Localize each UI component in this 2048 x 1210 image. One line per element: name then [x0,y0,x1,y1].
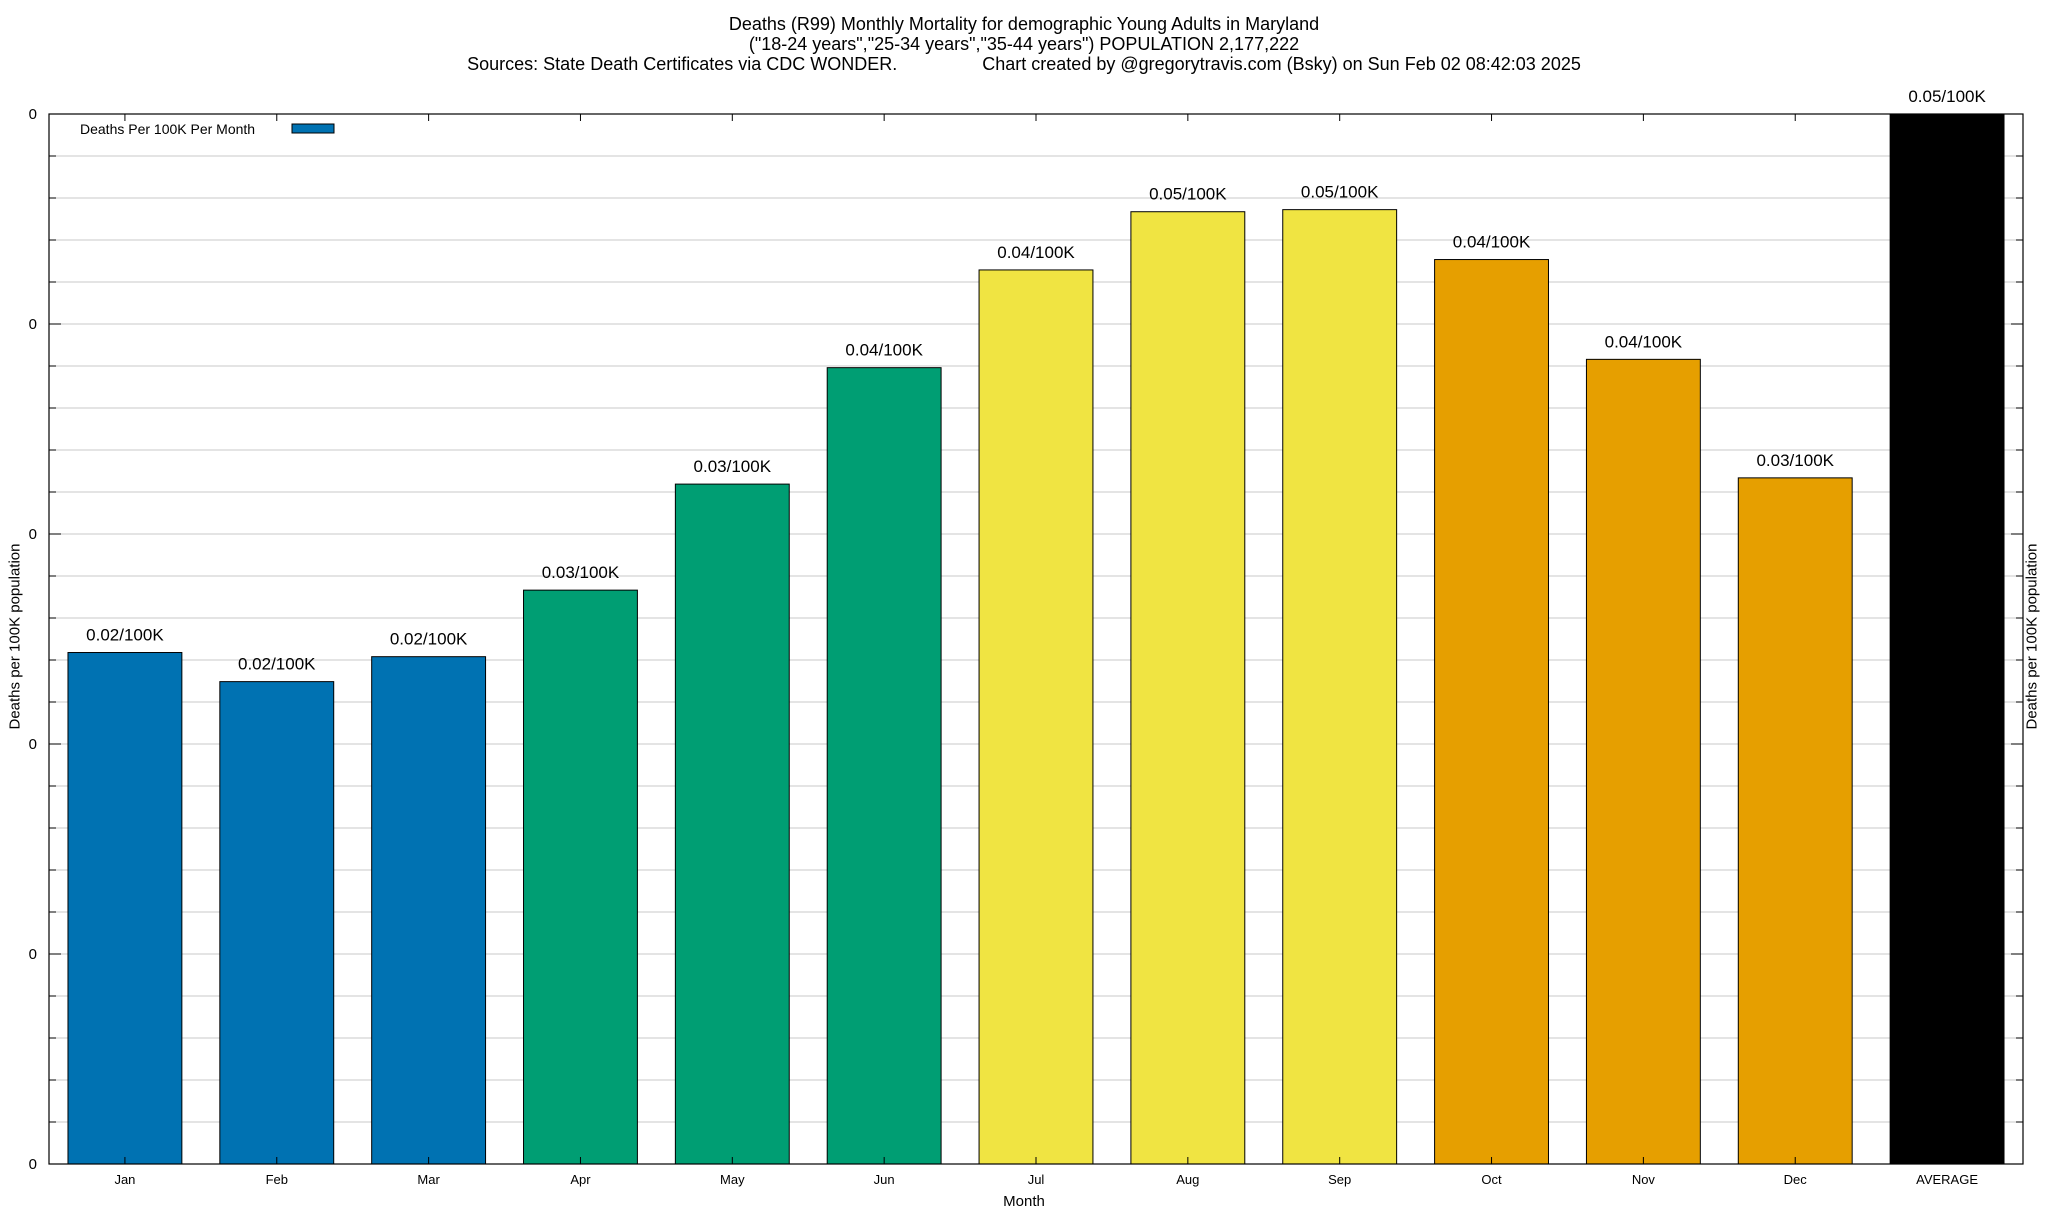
plot-frame [48,113,2024,1165]
bar-aug [1130,211,1246,1165]
bar-value-label: 0.05/100K [1301,183,1379,202]
x-tick-label: Sep [1328,1172,1351,1187]
y-tick-label: 0 [29,736,37,753]
chart-title: Deaths (R99) Monthly Mortality for demog… [728,14,1320,34]
bar-sep [1282,209,1398,1165]
chart-source-line: Sources: State Death Certificates via CD… [467,54,1581,74]
bar-value-label: 0.04/100K [997,243,1075,262]
x-tick-label: AVERAGE [1916,1172,1978,1187]
x-tick-label: Oct [1481,1172,1502,1187]
legend-label: Deaths Per 100K Per Month [80,121,255,137]
y-tick-label: 0 [29,106,37,123]
bar-value-label: 0.02/100K [390,630,468,649]
legend-swatch [291,123,335,134]
bar-jun [826,367,942,1165]
bar-value-label: 0.04/100K [845,341,923,360]
x-tick-label: Jun [874,1172,895,1187]
bar-mar [371,656,487,1165]
bar-value-label: 0.05/100K [1149,185,1227,204]
bar-jul [978,269,1094,1165]
y-tick-label: 0 [29,946,37,963]
x-tick-label: Mar [417,1172,440,1187]
x-tick-label: Nov [1632,1172,1656,1187]
x-tick-label: May [720,1172,745,1187]
x-tick-label: Jan [114,1172,135,1187]
bar-value-label: 0.02/100K [86,626,164,645]
bar-value-label: 0.05/100K [1908,87,1986,106]
axis-ticks: 0 0 0 0 0 0 Jan Feb Mar Apr May Jun Jul Aug Sep Oct Nov D… [29,106,2023,1187]
bar-value-label: 0.02/100K [238,655,316,674]
bar-may [674,483,790,1165]
bar-value-label: 0.03/100K [542,563,620,582]
bar-jan [67,652,183,1165]
bar-nov [1585,358,1701,1165]
y-tick-label: 0 [29,526,37,543]
bar-dec [1737,477,1853,1165]
x-tick-label: Apr [570,1172,591,1187]
bar-value-label: 0.04/100K [1605,332,1683,351]
bars: 0.02/100K 0.02/100K 0.02/100K 0.03/100K 0.03… [67,87,2005,1165]
x-tick-label: Dec [1784,1172,1808,1187]
legend: Deaths Per 100K Per Month [80,121,335,137]
bar-value-label: 0.03/100K [694,457,772,476]
bar-average [1889,113,2005,1165]
bar-feb [219,681,335,1165]
bar-apr [523,589,638,1165]
bar-oct [1434,259,1549,1165]
bar-value-label: 0.03/100K [1756,451,1834,470]
x-tick-label: Feb [266,1172,288,1187]
chart-subtitle: ("18-24 years","25-34 years","35-44 year… [748,34,1300,54]
x-tick-label: Jul [1028,1172,1045,1187]
y-tick-label: 0 [29,1156,37,1173]
y-tick-label: 0 [29,316,37,333]
bar-value-label: 0.04/100K [1453,233,1531,252]
x-tick-label: Aug [1176,1172,1199,1187]
